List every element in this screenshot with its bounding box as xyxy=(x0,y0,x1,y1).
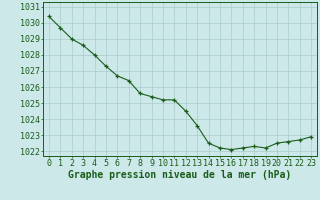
X-axis label: Graphe pression niveau de la mer (hPa): Graphe pression niveau de la mer (hPa) xyxy=(68,170,292,180)
